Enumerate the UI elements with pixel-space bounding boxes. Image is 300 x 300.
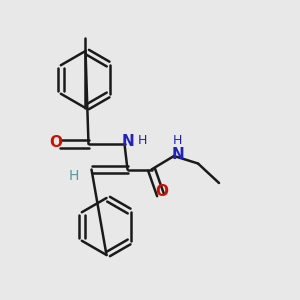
Text: H: H [172, 134, 182, 148]
Text: H: H [138, 134, 147, 148]
Text: N: N [172, 147, 184, 162]
Text: O: O [50, 135, 63, 150]
Text: N: N [122, 134, 135, 149]
Text: O: O [155, 184, 169, 200]
Text: H: H [68, 169, 79, 182]
